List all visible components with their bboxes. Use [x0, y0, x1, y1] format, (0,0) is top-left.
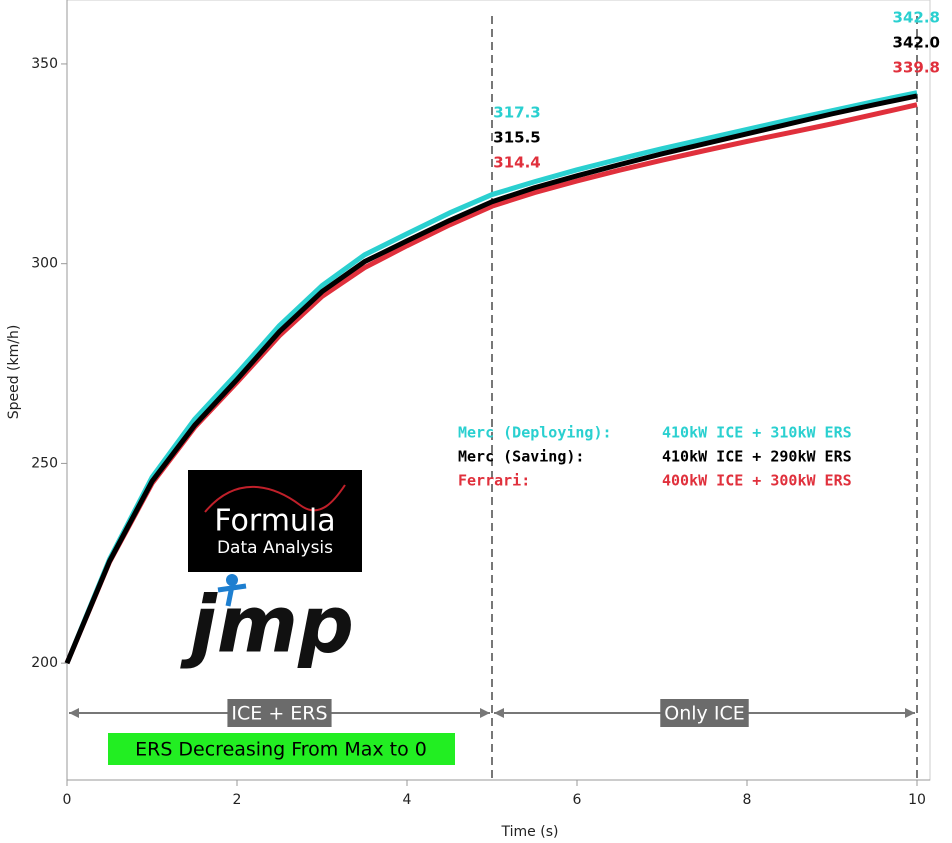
legend-description: 410kW ICE + 290kW ERS [662, 448, 852, 466]
legend-description: 400kW ICE + 300kW ERS [662, 472, 852, 490]
legend-description: 410kW ICE + 310kW ERS [662, 424, 852, 442]
note: ERS Decreasing From Max to 0 [135, 739, 427, 761]
note-box [108, 733, 455, 765]
x-axis-label: Time (s) [501, 824, 559, 840]
logo: Formula Data Analysis jmp [180, 470, 362, 670]
y-tick-label: 250 [31, 455, 58, 471]
legend-name: Ferrari: [458, 472, 530, 490]
phase-box [227, 699, 332, 727]
logo-title: Formula [214, 504, 335, 539]
phase-box [660, 699, 749, 727]
value-label: 317.3 [493, 104, 540, 122]
value-label: 339.8 [893, 59, 940, 77]
x-tick-label: 4 [403, 792, 412, 808]
x-tick-label: 0 [63, 792, 72, 808]
value-label: 314.4 [493, 154, 540, 172]
y-tick-label: 300 [31, 256, 58, 272]
logo-swirl [204, 484, 346, 513]
x-tick-label: 10 [908, 792, 926, 808]
value-label: 342.8 [893, 9, 940, 27]
logo-figure [217, 583, 247, 607]
x-tick-label: 2 [233, 792, 242, 808]
x-tick-label: 8 [743, 792, 752, 808]
legend-name: Merc (Deploying): [458, 424, 612, 442]
value-label: 342.0 [893, 34, 940, 52]
logo-figure [226, 574, 238, 586]
phase-label: ICE + ERS [231, 703, 327, 725]
logo-box [188, 470, 362, 572]
phase-label: Only ICE [664, 703, 744, 725]
y-tick-label: 350 [31, 56, 58, 72]
legend-name: Merc (Saving): [458, 448, 584, 466]
y-axis-label: Speed (km/h) [6, 325, 22, 420]
series-line [64, 90, 918, 665]
x-tick-label: 6 [573, 792, 582, 808]
y-tick-label: 200 [31, 655, 58, 671]
value-label: 315.5 [493, 129, 540, 147]
logo-brand: jmp [180, 580, 354, 670]
logo-subtitle: Data Analysis [217, 538, 333, 558]
series-line [64, 93, 918, 665]
